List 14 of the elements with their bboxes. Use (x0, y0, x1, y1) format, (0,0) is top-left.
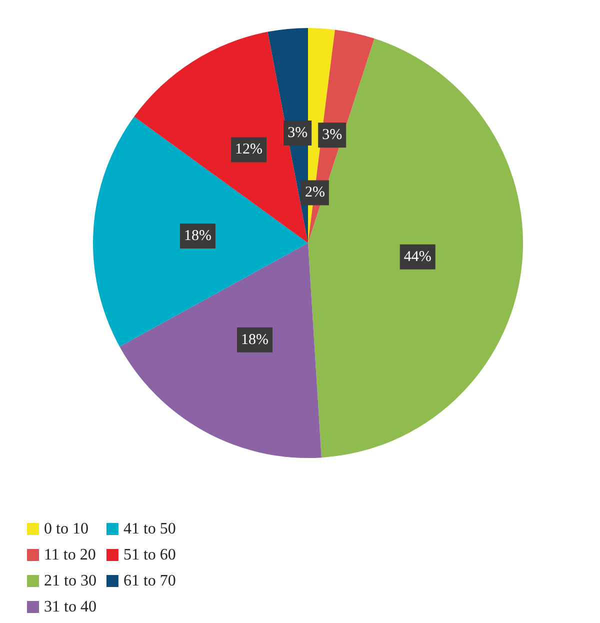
data-label: 18% (241, 332, 269, 348)
data-label: 18% (184, 228, 212, 244)
legend-label: 41 to 50 (123, 520, 176, 538)
legend-label: 51 to 60 (123, 546, 176, 564)
legend-label: 0 to 10 (44, 520, 88, 538)
data-label: 12% (235, 142, 263, 158)
legend-label: 61 to 70 (123, 572, 176, 590)
data-label: 3% (288, 124, 308, 141)
legend-label: 31 to 40 (44, 598, 96, 616)
data-label: 2% (304, 184, 325, 201)
data-label: 44% (404, 248, 432, 265)
legend-label: 21 to 30 (44, 572, 96, 590)
legend-label: 11 to 20 (44, 546, 96, 564)
data-label: 3% (322, 127, 342, 144)
